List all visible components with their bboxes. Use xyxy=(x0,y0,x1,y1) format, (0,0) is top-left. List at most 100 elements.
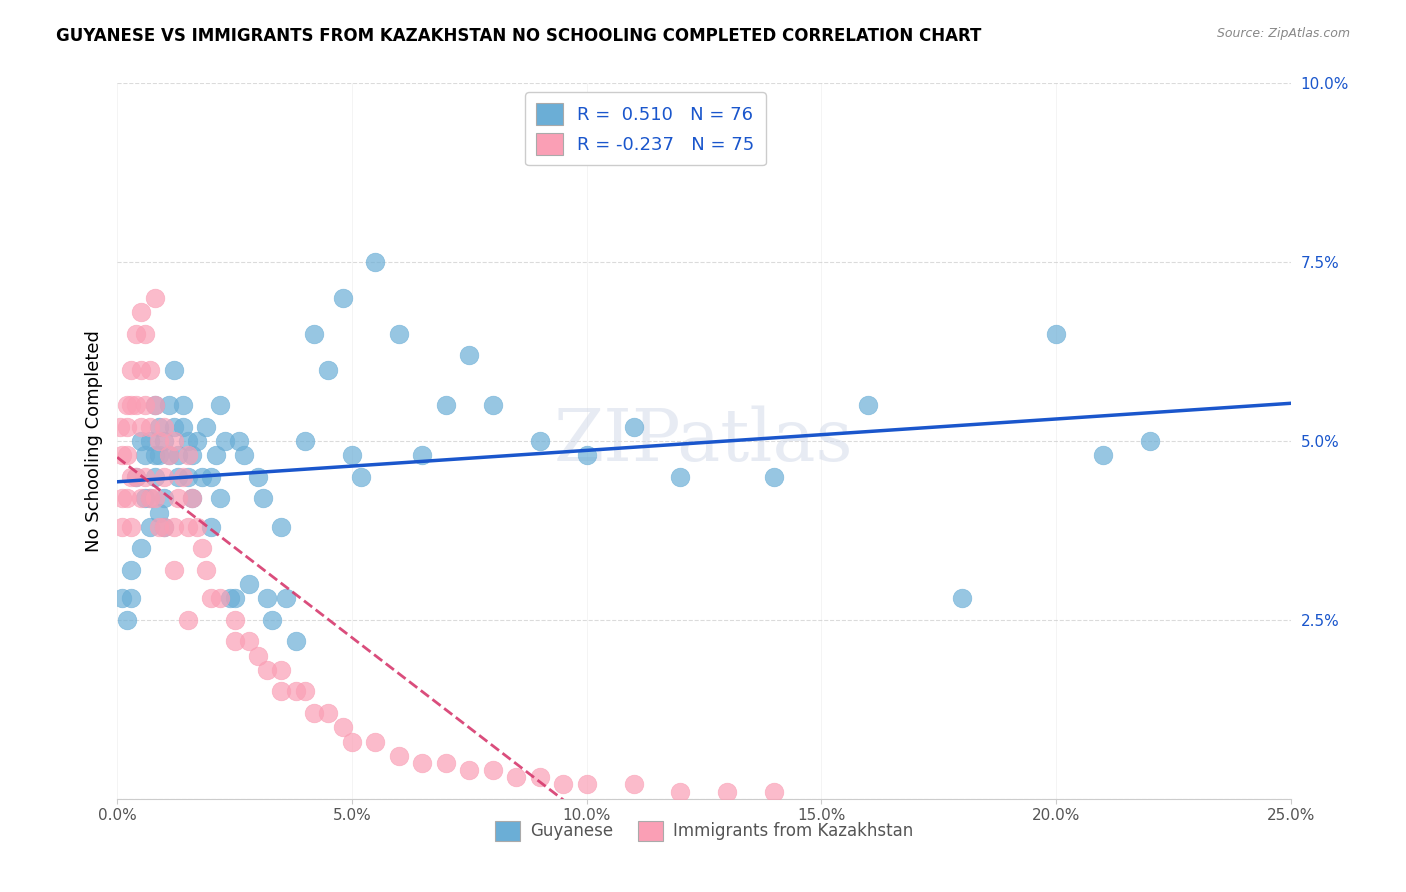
Point xyxy=(458,763,481,777)
Point xyxy=(181,491,204,506)
Point xyxy=(176,470,198,484)
Point xyxy=(200,470,222,484)
Point xyxy=(125,398,148,412)
Point xyxy=(190,470,212,484)
Point xyxy=(162,520,184,534)
Point xyxy=(129,434,152,449)
Point xyxy=(716,784,738,798)
Point xyxy=(575,449,598,463)
Point xyxy=(120,591,142,606)
Point xyxy=(858,398,880,412)
Point xyxy=(270,663,292,677)
Point xyxy=(200,520,222,534)
Point xyxy=(115,491,138,506)
Point xyxy=(120,398,142,412)
Point xyxy=(332,291,354,305)
Point xyxy=(181,449,204,463)
Point xyxy=(763,470,786,484)
Point xyxy=(364,255,387,269)
Point xyxy=(143,398,166,412)
Point xyxy=(139,491,162,506)
Point xyxy=(139,362,162,376)
Point xyxy=(214,434,236,449)
Point xyxy=(139,434,162,449)
Point xyxy=(143,398,166,412)
Point xyxy=(153,520,176,534)
Point xyxy=(108,419,131,434)
Point xyxy=(134,326,156,341)
Point xyxy=(262,613,284,627)
Point xyxy=(111,491,134,506)
Point xyxy=(458,348,481,362)
Point xyxy=(143,470,166,484)
Point xyxy=(190,541,212,556)
Point xyxy=(139,491,162,506)
Point xyxy=(232,449,254,463)
Point xyxy=(134,491,156,506)
Text: ZIPatlas: ZIPatlas xyxy=(554,406,853,476)
Point xyxy=(148,419,170,434)
Point xyxy=(115,449,138,463)
Point xyxy=(120,520,142,534)
Point xyxy=(388,748,411,763)
Point xyxy=(238,634,260,648)
Point xyxy=(129,541,152,556)
Point xyxy=(176,520,198,534)
Point xyxy=(172,470,194,484)
Point xyxy=(157,449,180,463)
Point xyxy=(195,419,218,434)
Point xyxy=(228,434,250,449)
Point xyxy=(256,663,278,677)
Point xyxy=(553,777,575,791)
Point xyxy=(111,520,134,534)
Point xyxy=(120,470,142,484)
Point xyxy=(270,684,292,698)
Point xyxy=(167,470,190,484)
Point xyxy=(134,449,156,463)
Point xyxy=(139,419,162,434)
Point xyxy=(224,591,246,606)
Point xyxy=(481,398,503,412)
Point xyxy=(153,491,176,506)
Point xyxy=(134,470,156,484)
Point xyxy=(411,449,433,463)
Point xyxy=(434,398,457,412)
Point xyxy=(129,362,152,376)
Point xyxy=(340,734,363,748)
Point xyxy=(304,326,326,341)
Point xyxy=(134,398,156,412)
Point xyxy=(575,777,598,791)
Point xyxy=(129,491,152,506)
Point xyxy=(181,491,204,506)
Point xyxy=(623,777,645,791)
Point xyxy=(529,770,551,784)
Point xyxy=(176,449,198,463)
Point xyxy=(224,634,246,648)
Point xyxy=(294,684,316,698)
Point xyxy=(294,434,316,449)
Point xyxy=(176,613,198,627)
Point xyxy=(218,591,240,606)
Point xyxy=(669,470,692,484)
Point xyxy=(139,520,162,534)
Point xyxy=(284,684,307,698)
Point xyxy=(318,706,340,720)
Point xyxy=(143,291,166,305)
Point xyxy=(950,591,973,606)
Point xyxy=(247,648,270,663)
Point xyxy=(172,398,194,412)
Point xyxy=(304,706,326,720)
Point xyxy=(157,449,180,463)
Point xyxy=(186,520,208,534)
Point xyxy=(148,506,170,520)
Text: Source: ZipAtlas.com: Source: ZipAtlas.com xyxy=(1216,27,1350,40)
Point xyxy=(256,591,278,606)
Text: GUYANESE VS IMMIGRANTS FROM KAZAKHSTAN NO SCHOOLING COMPLETED CORRELATION CHART: GUYANESE VS IMMIGRANTS FROM KAZAKHSTAN N… xyxy=(56,27,981,45)
Point xyxy=(209,591,232,606)
Point xyxy=(162,362,184,376)
Y-axis label: No Schooling Completed: No Schooling Completed xyxy=(86,330,103,552)
Point xyxy=(434,756,457,770)
Point xyxy=(115,398,138,412)
Point xyxy=(167,449,190,463)
Point xyxy=(148,449,170,463)
